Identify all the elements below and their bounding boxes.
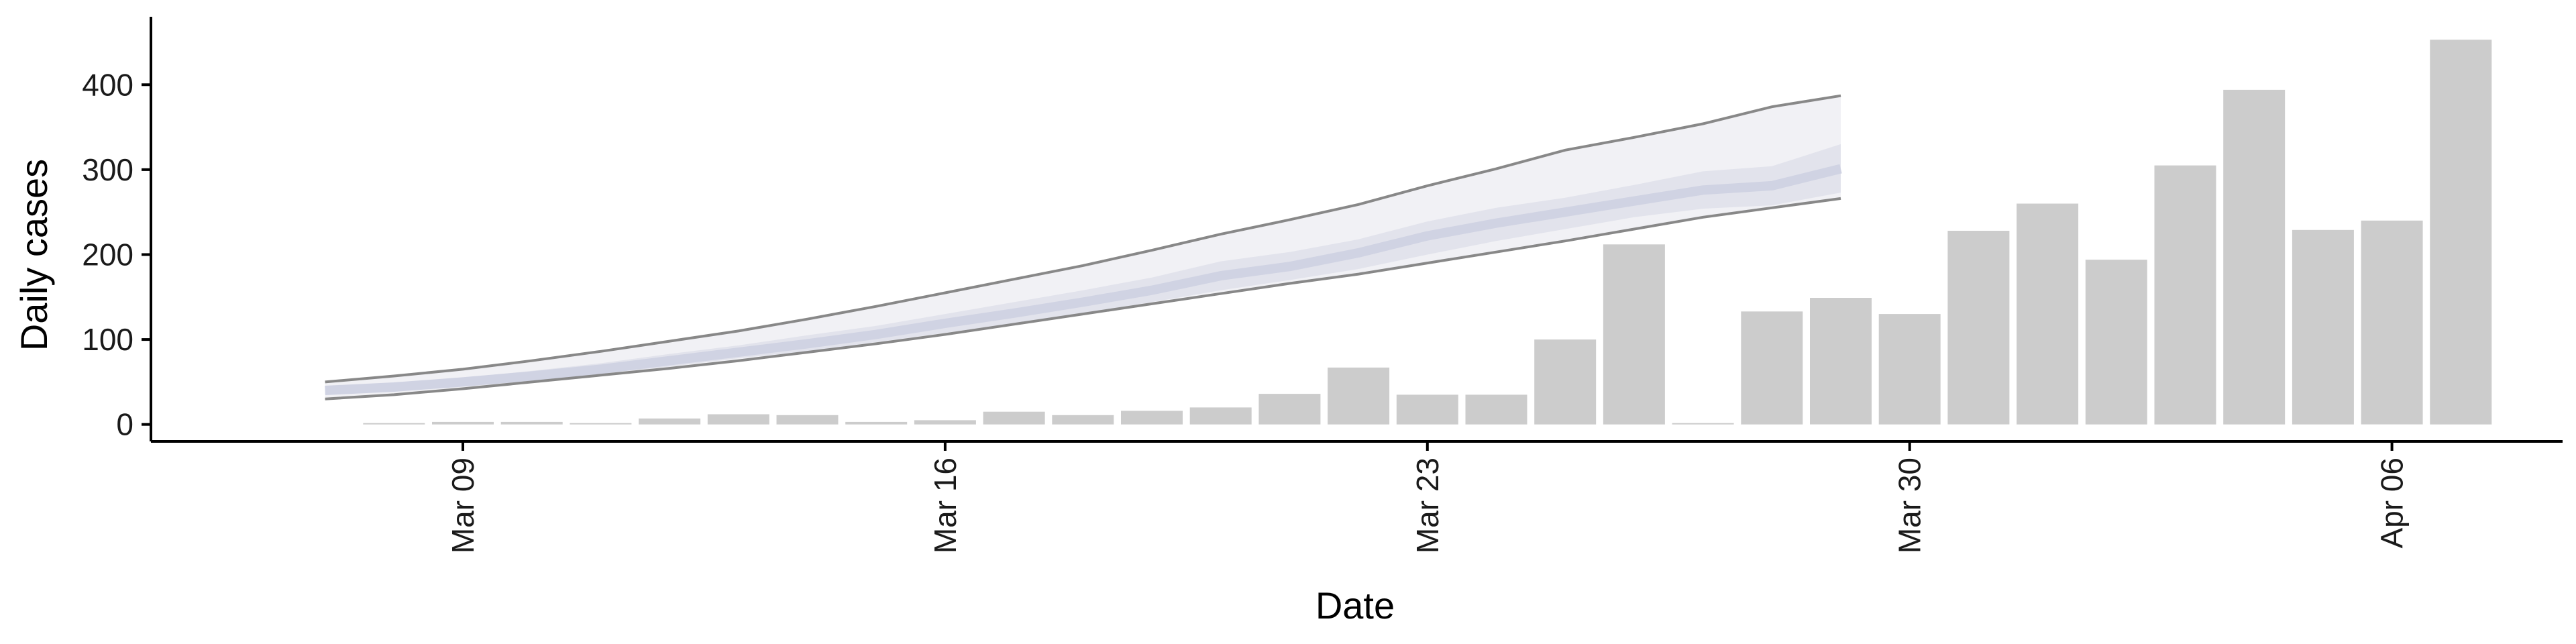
bar-apr-07: [2430, 40, 2492, 425]
x-tick-label: Mar 09: [445, 458, 480, 553]
bar-mar-31: [1947, 231, 2010, 425]
bar-mar-15: [845, 421, 908, 425]
bar-mar-14: [776, 415, 839, 425]
axes: 0 100 200 300 400 Mar 09 Mar 16 Mar 23 Mar 30 Apr…: [82, 17, 2563, 553]
y-axis-title: Daily cases: [13, 159, 55, 351]
x-tick-label: Mar 16: [928, 458, 963, 553]
forecast-median-line: [325, 164, 1842, 395]
daily-case-bars: [363, 40, 2492, 425]
bar-mar-26: [1603, 244, 1665, 425]
bar-mar-10: [500, 421, 563, 425]
bar-mar-29: [1810, 298, 1872, 425]
bar-mar-11: [570, 423, 632, 425]
y-tick-label: 100: [82, 322, 133, 357]
bar-mar-19: [1121, 411, 1183, 425]
bar-mar-16: [914, 420, 976, 425]
x-tick-label: Apr 06: [2375, 458, 2410, 549]
bar-mar-09: [432, 421, 494, 425]
bar-apr-02: [2085, 260, 2147, 425]
bar-mar-13: [707, 414, 769, 425]
forecast-upper-line: [325, 94, 1841, 384]
forecast-bands: [325, 94, 1842, 400]
bar-mar-23: [1396, 394, 1458, 425]
bar-mar-24: [1465, 394, 1527, 425]
y-tick-label: 200: [82, 237, 133, 272]
x-tick-label: Mar 30: [1892, 458, 1927, 553]
bar-apr-01: [2017, 203, 2079, 425]
y-tick-label: 0: [116, 407, 133, 442]
y-tick-label: 400: [82, 67, 133, 102]
bar-mar-20: [1189, 407, 1252, 425]
bar-mar-12: [639, 418, 701, 425]
bar-apr-05: [2292, 229, 2354, 425]
forecast-lower-line: [325, 197, 1841, 400]
bar-mar-28: [1741, 311, 1803, 425]
bar-mar-25: [1534, 339, 1597, 425]
bar-mar-17: [983, 411, 1045, 425]
x-axis-title: Date: [1316, 584, 1395, 627]
bar-mar-30: [1878, 314, 1941, 425]
x-tick-label: Mar 23: [1410, 458, 1445, 553]
bar-apr-04: [2223, 89, 2286, 425]
bar-mar-18: [1052, 415, 1114, 425]
bar-mar-27: [1672, 423, 1734, 425]
y-tick-label: 300: [82, 152, 133, 187]
bar-apr-03: [2154, 165, 2216, 425]
bar-mar-08: [363, 423, 425, 425]
bar-apr-06: [2361, 220, 2423, 425]
bar-mar-21: [1258, 394, 1321, 425]
bar-mar-22: [1328, 367, 1390, 425]
